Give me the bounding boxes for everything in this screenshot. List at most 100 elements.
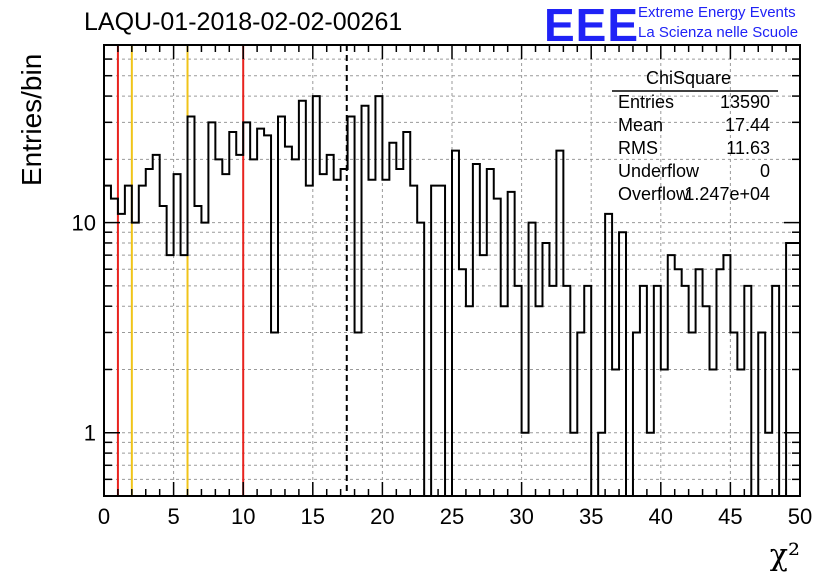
histogram-bin — [194, 206, 201, 496]
histogram-bin — [612, 369, 619, 496]
histogram-bin — [250, 159, 257, 496]
x-tick-label: 5 — [167, 504, 179, 529]
x-tick-label: 45 — [718, 504, 742, 529]
histogram-bin — [619, 232, 626, 496]
histogram-bin — [278, 116, 285, 496]
stats-title: ChiSquare — [646, 68, 732, 88]
stats-value: 13590 — [719, 92, 770, 112]
histogram-bin — [146, 169, 153, 496]
histogram-bin — [675, 269, 682, 496]
histogram-bin — [271, 332, 278, 496]
stats-value: 0 — [759, 161, 770, 181]
histogram-bin — [222, 174, 229, 496]
histogram-bin — [744, 286, 751, 496]
histogram-bin — [556, 151, 563, 496]
histogram-bin — [786, 243, 793, 496]
x-axis-label: χ² — [769, 538, 800, 573]
stats-label: Underflow — [618, 161, 700, 181]
histogram-bin — [605, 214, 612, 496]
histogram-bin — [459, 269, 466, 496]
logo-line2: La Scienza nelle Scuole — [638, 24, 799, 41]
histogram-bin — [201, 223, 208, 496]
histogram-bin — [125, 186, 132, 496]
histogram-bin — [403, 132, 410, 496]
x-tick-label: 0 — [98, 504, 110, 529]
x-tick-label: 15 — [301, 504, 325, 529]
histogram-bin — [236, 155, 243, 496]
histogram-bin — [362, 106, 369, 496]
histogram-bin — [417, 223, 424, 496]
histogram-bin — [181, 255, 188, 496]
histogram-bin — [160, 206, 167, 496]
histogram-bin — [723, 255, 730, 496]
stats-value: 11.63 — [726, 138, 770, 158]
histogram-bin — [452, 151, 459, 496]
histogram-bin — [299, 101, 306, 496]
histogram-bin — [167, 255, 174, 496]
histogram-bin — [473, 164, 480, 496]
histogram-bin — [153, 155, 160, 496]
histogram-bin — [654, 286, 661, 496]
histogram-bin — [730, 332, 737, 496]
histogram-bin — [549, 286, 556, 496]
histogram — [104, 95, 800, 497]
histogram-bin — [389, 143, 396, 496]
histogram-bin — [522, 433, 529, 496]
histogram-bin — [208, 122, 215, 496]
histogram-bin — [292, 159, 299, 496]
histogram-bin — [570, 433, 577, 496]
histogram-bin — [536, 306, 543, 496]
histogram-bin — [716, 269, 723, 496]
y-tick-label: 1 — [84, 421, 96, 446]
histogram-bin — [515, 286, 522, 496]
histogram-bin — [215, 159, 222, 496]
histogram-bin — [577, 332, 584, 496]
x-tick-label: 30 — [509, 504, 533, 529]
stats-label: Overflow — [618, 184, 690, 204]
stats-value: 1.247e+04 — [684, 184, 770, 204]
histogram-bin — [466, 306, 473, 496]
histogram-bin — [320, 174, 327, 496]
histogram-bin — [633, 332, 640, 496]
histogram-bin — [737, 369, 744, 496]
histogram-bin — [431, 186, 438, 496]
histogram-bin — [668, 255, 675, 496]
histogram-bin — [710, 369, 717, 496]
y-axis-label: Entries/bin — [16, 53, 47, 186]
histogram-bin — [327, 155, 334, 496]
stats-label: Mean — [618, 115, 664, 135]
eee-logo: EEE — [544, 0, 640, 51]
x-tick-label: 10 — [231, 504, 255, 529]
histogram-bin — [396, 169, 403, 496]
histogram-bin — [355, 332, 362, 496]
x-tick-label: 50 — [788, 504, 812, 529]
histogram-bin — [598, 433, 605, 496]
histogram-bin — [765, 433, 772, 496]
histogram-bin — [640, 286, 647, 496]
histogram-bin — [111, 199, 118, 496]
histogram-bin — [508, 192, 515, 496]
histogram-bin — [542, 243, 549, 496]
x-tick-label: 35 — [579, 504, 603, 529]
histogram-bin — [758, 332, 765, 496]
histogram-bin — [647, 433, 654, 496]
histogram-bin — [438, 186, 445, 496]
histogram-bin — [229, 132, 236, 496]
histogram-bin — [487, 169, 494, 496]
histogram-bin — [341, 169, 348, 496]
histogram-bin — [174, 174, 181, 496]
histogram-bin — [257, 129, 264, 496]
histogram-bin — [313, 96, 320, 496]
x-tick-label: 20 — [370, 504, 394, 529]
histogram-bin — [264, 135, 271, 496]
histogram-bin — [703, 306, 710, 496]
histogram-bin — [368, 180, 375, 496]
x-tick-label: 40 — [649, 504, 673, 529]
histogram-bin — [529, 223, 536, 496]
histogram-bin — [306, 186, 313, 496]
histogram-bin — [410, 186, 417, 496]
histogram-bin — [243, 122, 250, 496]
histogram-bin — [494, 199, 501, 496]
histogram-bin — [139, 186, 146, 496]
